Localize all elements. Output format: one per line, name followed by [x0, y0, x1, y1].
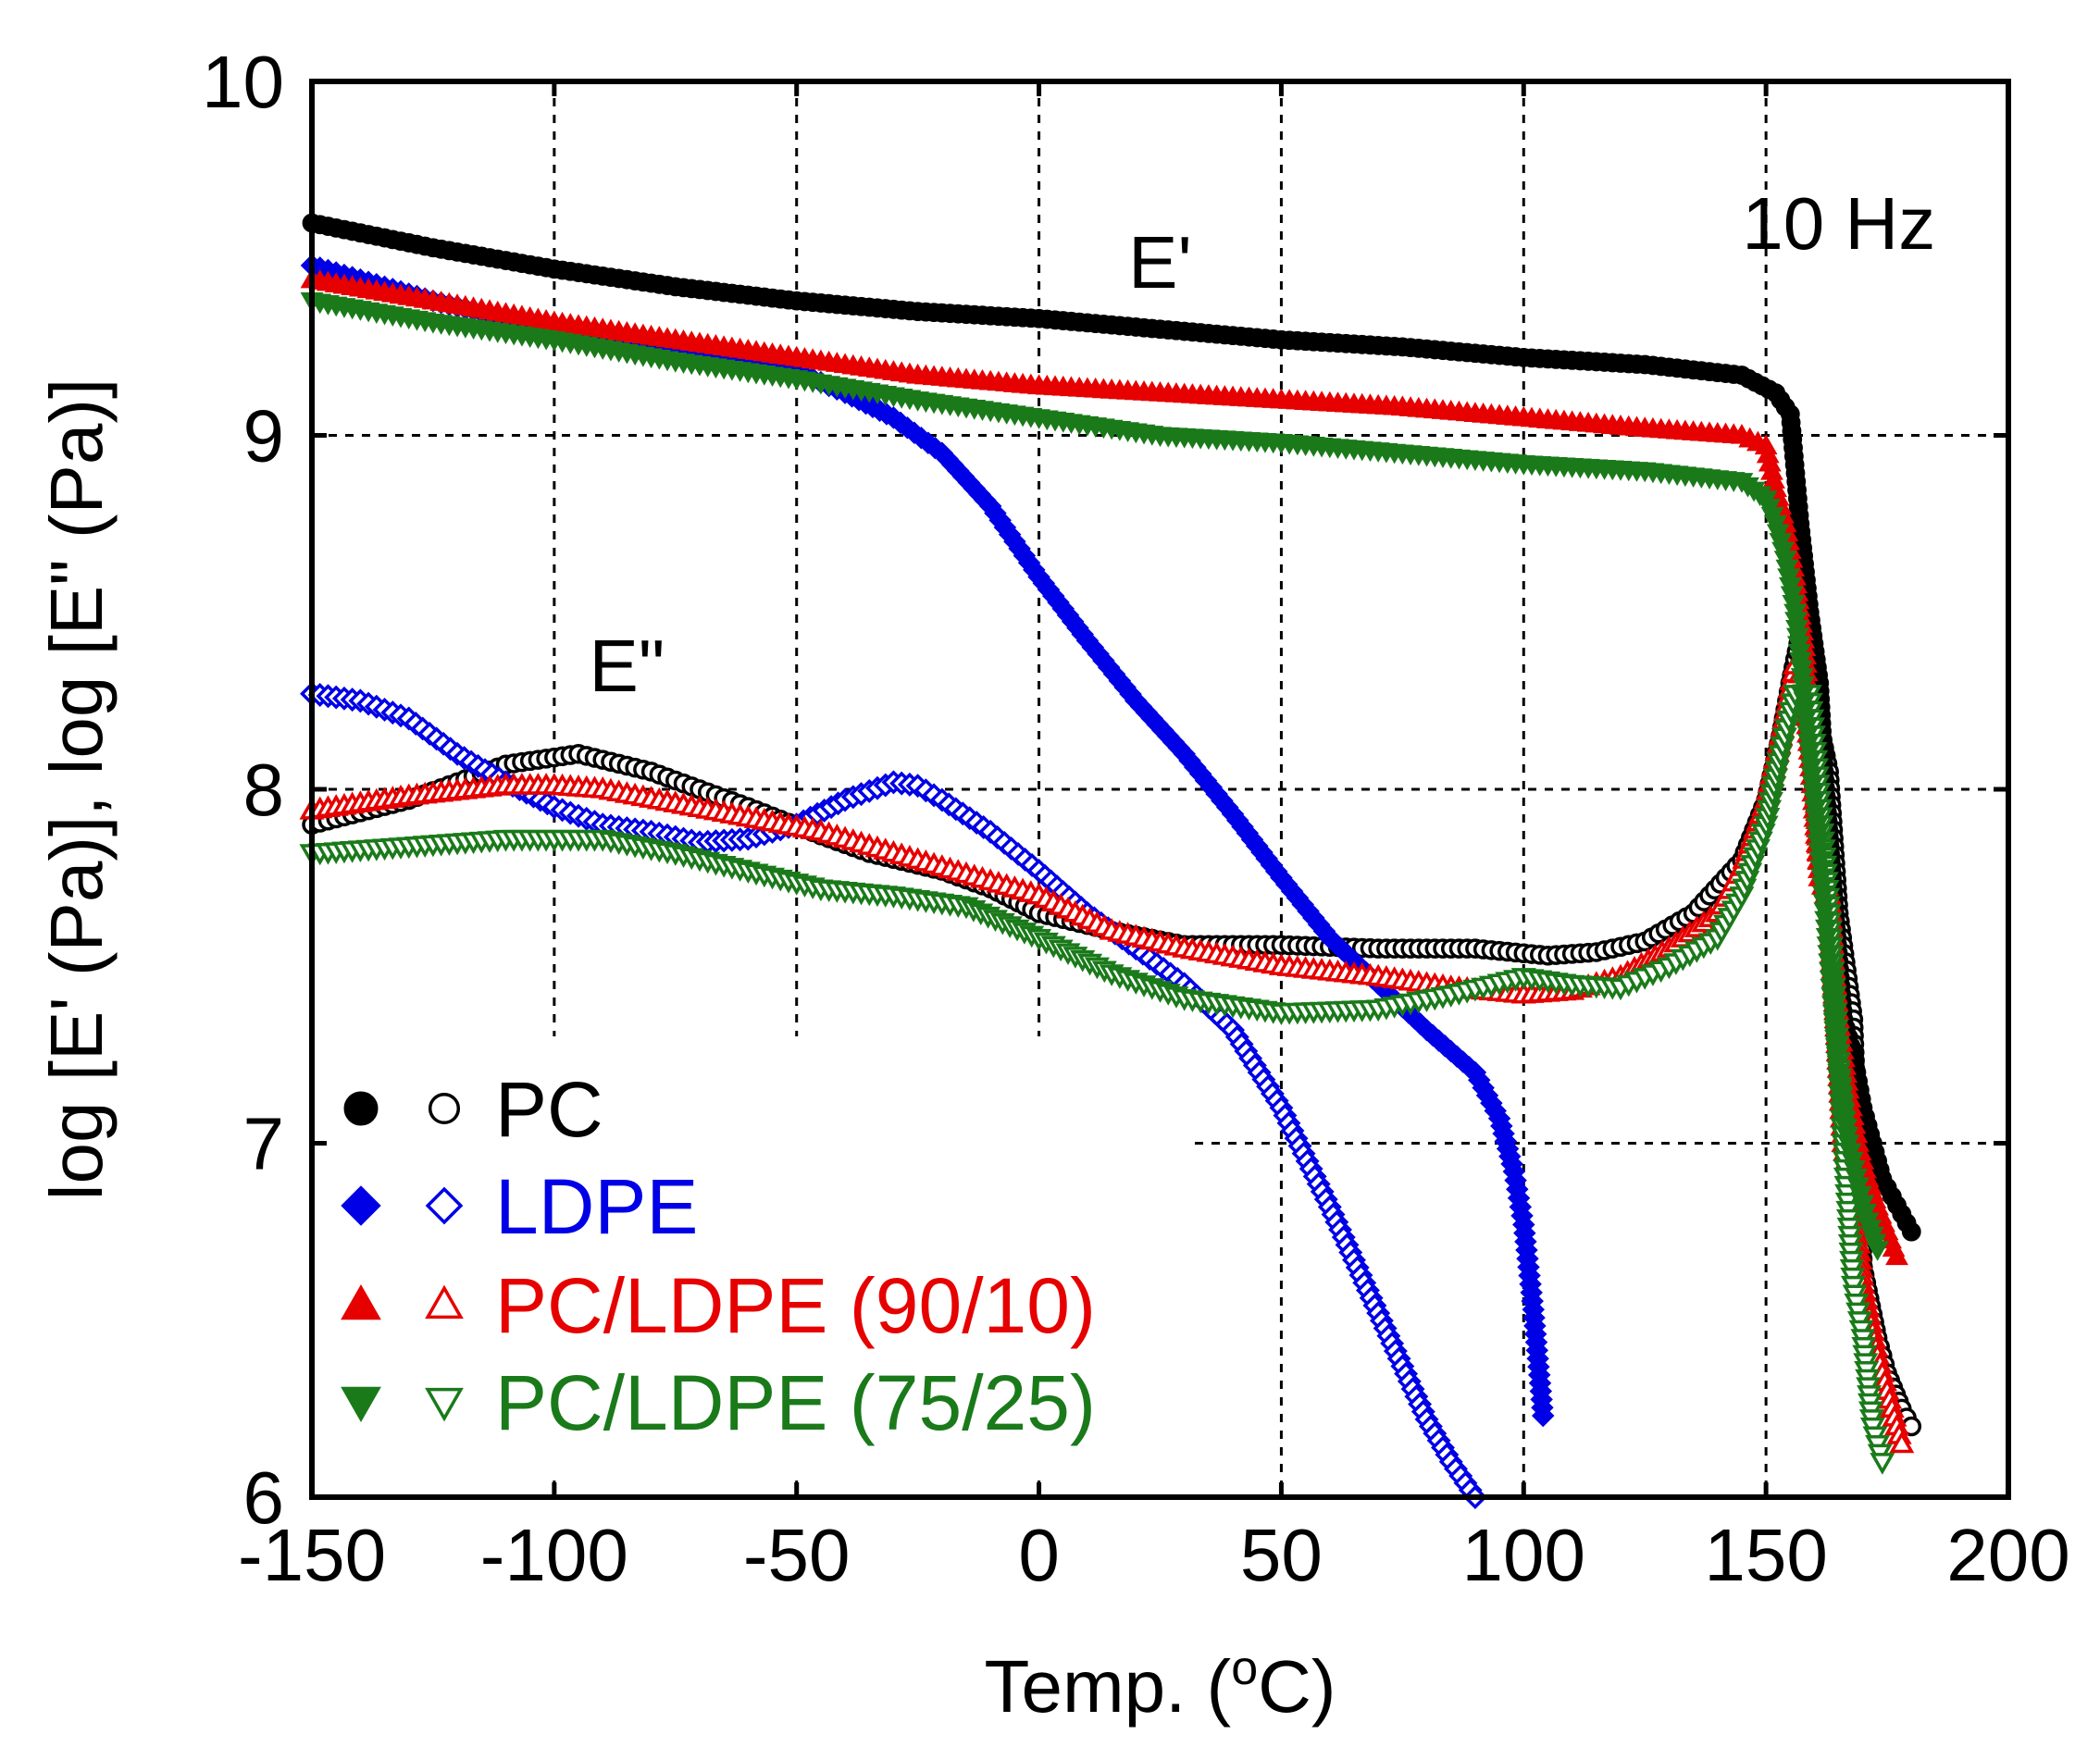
legend-label: PC/LDPE (75/25): [495, 1359, 1096, 1446]
axis-ticks: -150 -100 -50 0 50 100 150 200 6 7 8 9 10: [202, 41, 2070, 1596]
x-tick-label: 200: [1946, 1514, 2069, 1596]
legend-entry: PC/LDPE (75/25): [341, 1359, 1096, 1446]
annotation-loss-modulus: E": [590, 625, 665, 707]
x-tick-label: 50: [1240, 1514, 1323, 1596]
annotation-frequency: 10 Hz: [1742, 182, 1935, 265]
y-tick-label: 8: [243, 749, 285, 831]
legend-entry: PC: [343, 1066, 603, 1153]
loss-modulus-point: [1889, 1431, 1915, 1454]
legend-filled-marker: [343, 1091, 379, 1126]
series-pc-ldpe-75-25-: [299, 291, 1895, 1475]
series-ldpe: [300, 254, 1555, 1509]
x-tick-label: 150: [1704, 1514, 1827, 1596]
legend-open-marker: [425, 1186, 464, 1225]
legend-label: PC/LDPE (90/10): [495, 1262, 1096, 1349]
annotation-storage-modulus: E': [1128, 221, 1192, 304]
x-axis-title-superscript: o: [1231, 1642, 1258, 1695]
legend-open-marker: [425, 1387, 464, 1422]
y-tick-label: 7: [243, 1103, 285, 1185]
legend-label: LDPE: [495, 1163, 698, 1250]
data-series: [299, 213, 1922, 1509]
legend-entry: PC/LDPE (90/10): [341, 1262, 1096, 1349]
x-tick-label: -100: [480, 1514, 628, 1596]
storage-modulus-point: [1901, 1221, 1921, 1242]
x-axis-title-tail: C): [1258, 1645, 1336, 1728]
legend: PC LDPE PC/LDPE (90/10) PC/LDPE (75/25): [341, 1066, 1096, 1446]
legend-filled-marker: [341, 1386, 381, 1423]
x-tick-label: 100: [1462, 1514, 1585, 1596]
x-tick-label: -50: [743, 1514, 851, 1596]
x-axis-title: Temp. (oC): [984, 1642, 1336, 1728]
legend-background: [319, 1036, 1194, 1481]
storage-modulus-point: [1866, 1241, 1890, 1261]
x-axis-title-main: Temp. (: [984, 1645, 1231, 1728]
x-tick-label: 0: [1018, 1514, 1060, 1596]
legend-label: PC: [495, 1066, 603, 1153]
y-tick-label: 10: [202, 41, 284, 123]
legend-entry: LDPE: [341, 1163, 698, 1250]
y-axis-title: log [E' (Pa)], log [E" (Pa)]: [35, 378, 118, 1200]
y-tick-label: 9: [243, 395, 285, 477]
legend-open-marker: [428, 1092, 461, 1125]
legend-open-marker: [425, 1284, 464, 1320]
loss-modulus-point: [1870, 1453, 1895, 1475]
legend-filled-marker: [341, 1185, 381, 1226]
x-tick-label: -150: [238, 1514, 386, 1596]
storage-modulus-point: [1885, 1245, 1908, 1266]
legend-filled-marker: [341, 1283, 381, 1320]
storage-modulus-point: [1531, 1404, 1555, 1428]
y-tick-label: 6: [243, 1456, 285, 1539]
